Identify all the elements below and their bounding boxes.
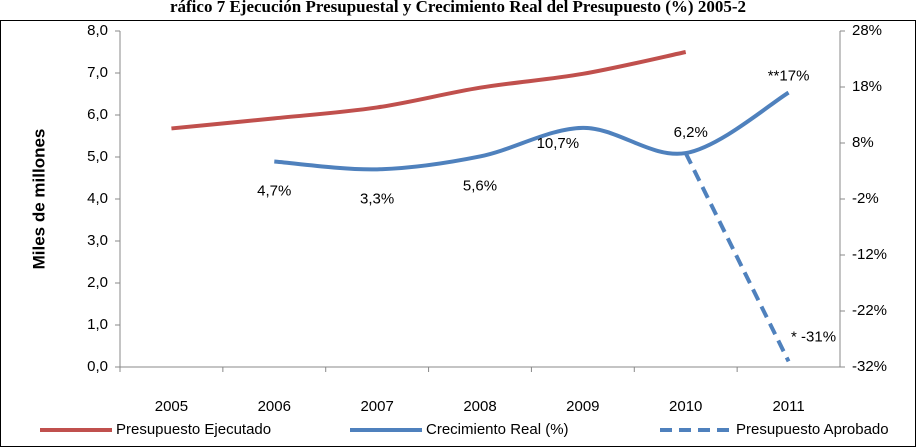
y2-tick-label: -22%	[852, 302, 887, 319]
data-label: 6,2%	[674, 124, 708, 141]
y-tick-label: 2,0	[87, 274, 108, 291]
x-tick-label: 2009	[566, 398, 599, 415]
data-label: 10,7%	[537, 135, 580, 152]
data-label: 4,7%	[257, 182, 291, 199]
y2-tick-label: 28%	[852, 22, 882, 39]
series-line	[171, 50, 687, 131]
chart-title: ráfico 7 Ejecución Presupuestal y Crecim…	[170, 0, 746, 16]
x-tick-label: 2007	[360, 398, 393, 415]
y-tick-label: 8,0	[87, 22, 108, 39]
data-label: 3,3%	[360, 190, 394, 207]
y2-tick-label: -2%	[852, 190, 879, 207]
data-label: **17%	[768, 68, 810, 85]
y-tick-label: 6,0	[87, 106, 108, 123]
legend-label: Presupuesto Ejecutado	[116, 421, 271, 438]
legend-label: Presupuesto Aprobado	[736, 421, 889, 438]
legend-label: Crecimiento Real (%)	[426, 421, 569, 438]
y-tick-label: 0,0	[87, 358, 108, 375]
x-tick-label: 2005	[155, 398, 188, 415]
x-tick-label: 2006	[258, 398, 291, 415]
y2-tick-label: -32%	[852, 358, 887, 375]
y2-tick-label: 18%	[852, 78, 882, 95]
x-tick-label: 2011	[772, 398, 804, 415]
y2-tick-label: 8%	[852, 134, 874, 151]
y2-tick-label: -12%	[852, 246, 887, 263]
x-tick-label: 2008	[463, 398, 496, 415]
series-line	[274, 90, 790, 172]
y-tick-label: 4,0	[87, 190, 108, 207]
chart-border	[0, 20, 916, 447]
data-label: 5,6%	[463, 177, 497, 194]
series-line	[683, 152, 791, 363]
y-tick-label: 3,0	[87, 232, 108, 249]
x-tick-label: 2010	[669, 398, 702, 415]
y-axis-label: Miles de millones	[29, 129, 48, 270]
y-tick-label: 7,0	[87, 64, 108, 81]
y-tick-label: 1,0	[87, 316, 108, 333]
y-tick-label: 5,0	[87, 148, 108, 165]
data-label: * -31%	[791, 328, 836, 345]
